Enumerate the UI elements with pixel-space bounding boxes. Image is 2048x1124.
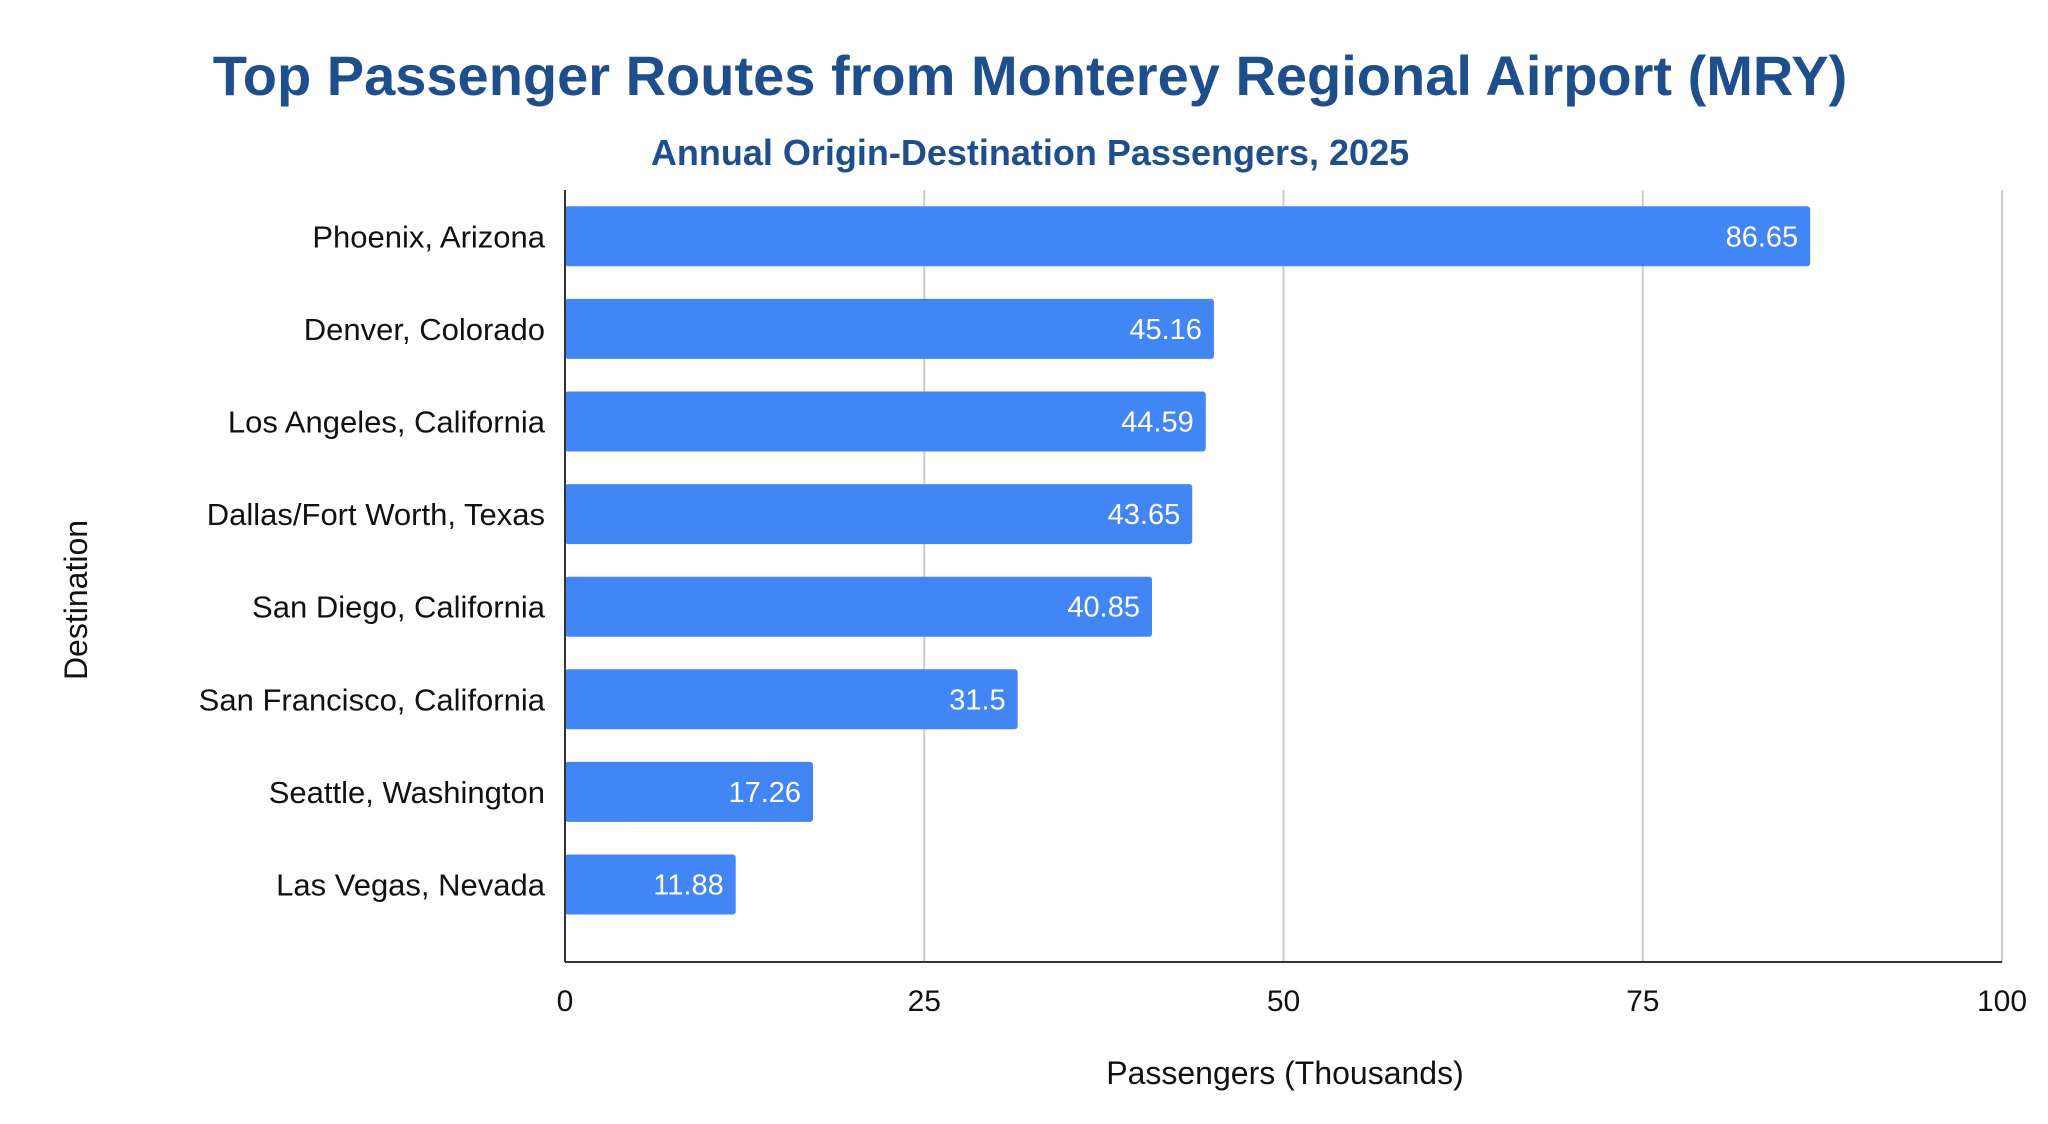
category-label: San Francisco, California (199, 682, 546, 717)
x-tick-label: 25 (908, 985, 941, 1018)
x-tick-label: 0 (557, 985, 574, 1018)
bar (565, 761, 814, 822)
chart-subtitle: Annual Origin-Destination Passengers, 20… (651, 132, 1409, 173)
chart-title: Top Passenger Routes from Monterey Regio… (213, 44, 1848, 107)
data-label: 31.5 (949, 684, 1005, 716)
bar (565, 206, 1811, 267)
x-tick-label: 100 (1977, 985, 2027, 1018)
bar (565, 669, 1018, 730)
category-labels: Phoenix, Arizona Denver, Colorado Los Ange… (199, 219, 546, 902)
category-label: Seattle, Washington (269, 775, 545, 810)
x-tick-label: 75 (1626, 985, 1659, 1018)
data-label: 17.26 (728, 777, 801, 809)
category-label: Phoenix, Arizona (312, 219, 545, 254)
category-label: Las Vegas, Nevada (276, 868, 546, 903)
bar (565, 298, 1214, 359)
data-label: 43.65 (1108, 499, 1181, 531)
bar (565, 391, 1206, 452)
category-label: Los Angeles, California (228, 405, 546, 440)
data-label: 45.16 (1129, 314, 1202, 346)
data-label: 44.59 (1121, 407, 1194, 439)
x-tick-label: 50 (1267, 985, 1300, 1018)
data-label: 11.88 (653, 870, 723, 902)
data-label: 86.65 (1726, 221, 1799, 253)
data-label: 40.85 (1067, 592, 1140, 624)
category-label: Dallas/Fort Worth, Texas (207, 497, 545, 532)
category-label: San Diego, California (252, 590, 546, 625)
grid-lines (923, 190, 2003, 962)
bar (565, 576, 1153, 637)
bars: 86.65 45.16 44.59 43.65 40.85 31.5 17.26 11.88 (565, 206, 1811, 915)
category-label: Denver, Colorado (304, 312, 545, 347)
x-axis-ticks: 0 25 50 75 100 (557, 985, 2027, 1018)
bar (565, 484, 1193, 545)
bar (565, 854, 736, 915)
x-axis-title: Passengers (Thousands) (1106, 1055, 1464, 1091)
y-axis-title: Destination (58, 520, 94, 680)
